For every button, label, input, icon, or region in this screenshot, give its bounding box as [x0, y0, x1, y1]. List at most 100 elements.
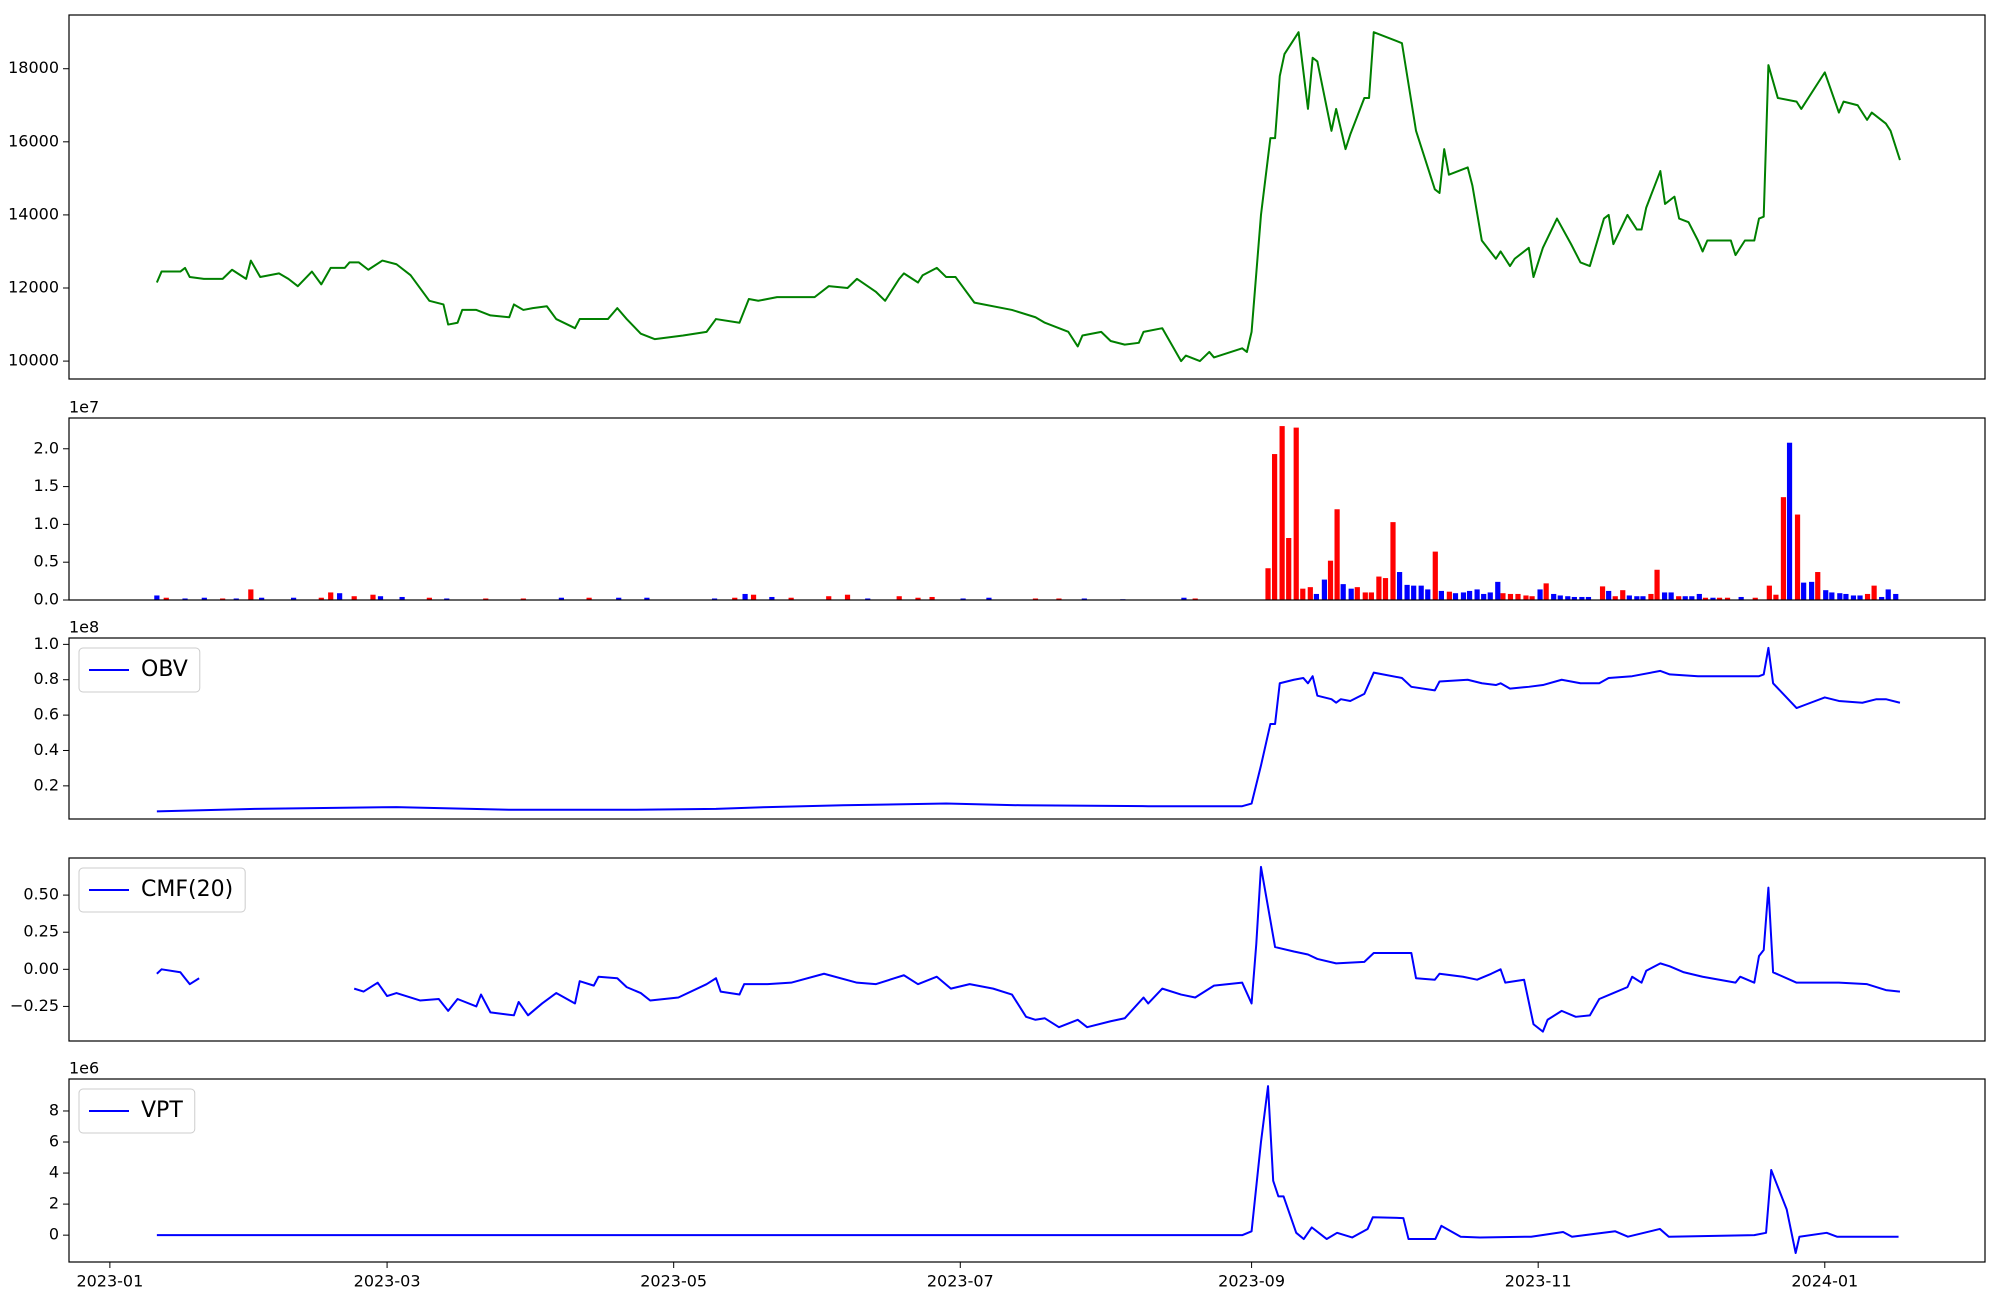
- bar: [1376, 576, 1382, 600]
- y-tick-label: −0.25: [10, 996, 59, 1015]
- bar: [1334, 509, 1340, 600]
- y-tick-label: 4: [49, 1163, 59, 1182]
- bar: [1752, 597, 1758, 600]
- bar: [1354, 587, 1360, 600]
- bar: [929, 596, 935, 600]
- bar: [915, 597, 921, 600]
- y-tick-label: 0.2: [34, 775, 59, 794]
- y-tick-label: 16000: [8, 131, 59, 150]
- bar: [711, 598, 718, 600]
- bar: [220, 598, 226, 600]
- y-tick-label: 14000: [8, 204, 59, 223]
- bar: [769, 596, 775, 600]
- subplot: 0.2 0.4 0.6 0.8 1.0 1e8 OBV: [34, 618, 1986, 820]
- bar: [1837, 593, 1843, 600]
- bar: [1702, 597, 1709, 600]
- bar: [1487, 592, 1493, 600]
- bar: [1396, 572, 1403, 600]
- legend-label: VPT: [141, 1098, 183, 1123]
- bar: [377, 596, 384, 600]
- y-tick-label: 0: [49, 1225, 59, 1244]
- bar: [248, 589, 254, 600]
- bar: [1710, 597, 1716, 600]
- offset-label: 1e6: [69, 1059, 99, 1078]
- bar: [290, 597, 297, 600]
- bar: [1390, 522, 1396, 600]
- y-tick-label: 12000: [8, 278, 59, 297]
- legend-box: [78, 1088, 196, 1134]
- bar: [1362, 592, 1368, 600]
- bar: [586, 597, 592, 600]
- offset-label: 1e7: [69, 398, 99, 417]
- plot-area: [156, 1085, 1899, 1254]
- bar: [1696, 593, 1702, 600]
- bar: [1571, 596, 1577, 600]
- bar: [1438, 590, 1444, 600]
- legend-box: [78, 867, 246, 913]
- y-tick-label: 2.0: [34, 438, 59, 457]
- axes-frame: [68, 637, 1986, 820]
- bar: [1857, 595, 1863, 600]
- plot-area: [156, 646, 1901, 813]
- bar: [1460, 592, 1467, 600]
- bar: [1537, 589, 1543, 600]
- bar: [1801, 582, 1807, 600]
- bar: [328, 592, 334, 600]
- x-tick-label: 2024-01: [1791, 1272, 1858, 1291]
- y-tick-label: 0.8: [34, 669, 59, 688]
- bar: [1565, 596, 1571, 600]
- x-tick-label: 2023-05: [640, 1272, 707, 1291]
- bar: [1313, 593, 1320, 600]
- line: [156, 646, 1901, 813]
- bar: [1766, 585, 1772, 600]
- bar: [1668, 592, 1674, 600]
- bar: [1815, 572, 1821, 600]
- bar: [1081, 598, 1087, 600]
- bar: [1032, 598, 1039, 600]
- subplot: 0.0 0.5 1.0 1.5 2.0 1e7: [34, 398, 1986, 609]
- bar: [844, 594, 851, 600]
- y-tick-label: 0.0: [34, 590, 59, 609]
- axes-frame: [68, 857, 1986, 1042]
- bar: [370, 594, 376, 600]
- bar: [259, 597, 265, 600]
- x-tick-label: 2023-07: [927, 1272, 994, 1291]
- bar: [896, 596, 902, 600]
- bar: [1823, 590, 1829, 600]
- bar: [960, 598, 966, 600]
- bar: [1724, 597, 1731, 600]
- axes-frame: [68, 1078, 1986, 1263]
- x-tick-label: 2023-11: [1505, 1272, 1572, 1291]
- bar: [520, 598, 526, 600]
- bar: [233, 598, 239, 600]
- bar: [1809, 581, 1815, 600]
- bar: [182, 598, 188, 600]
- bar: [1682, 596, 1688, 600]
- bar: [1689, 596, 1695, 600]
- axes-frame: [68, 14, 1986, 380]
- y-tick-label: 0.4: [34, 740, 59, 759]
- bar: [732, 597, 738, 600]
- bar: [1634, 596, 1640, 600]
- y-tick-label: 1.0: [34, 634, 59, 653]
- bar: [1794, 514, 1801, 600]
- bar: [1557, 595, 1563, 600]
- line: [156, 865, 1901, 1033]
- bar: [1648, 593, 1654, 600]
- y-tick-label: 6: [49, 1132, 59, 1151]
- bar: [1272, 454, 1278, 600]
- bar: [1181, 597, 1187, 600]
- y-tick-label: 0.00: [23, 959, 59, 978]
- bar: [1382, 578, 1389, 600]
- plot-area: [154, 426, 1899, 600]
- bar: [399, 596, 405, 600]
- legend: VPT: [78, 1088, 196, 1134]
- bar: [1404, 584, 1410, 600]
- bar: [1446, 591, 1452, 600]
- bar: [1321, 579, 1328, 600]
- bar: [1425, 589, 1431, 600]
- bar: [1286, 537, 1292, 600]
- legend: OBV: [78, 647, 201, 693]
- bar: [1579, 596, 1585, 600]
- bar: [616, 597, 622, 600]
